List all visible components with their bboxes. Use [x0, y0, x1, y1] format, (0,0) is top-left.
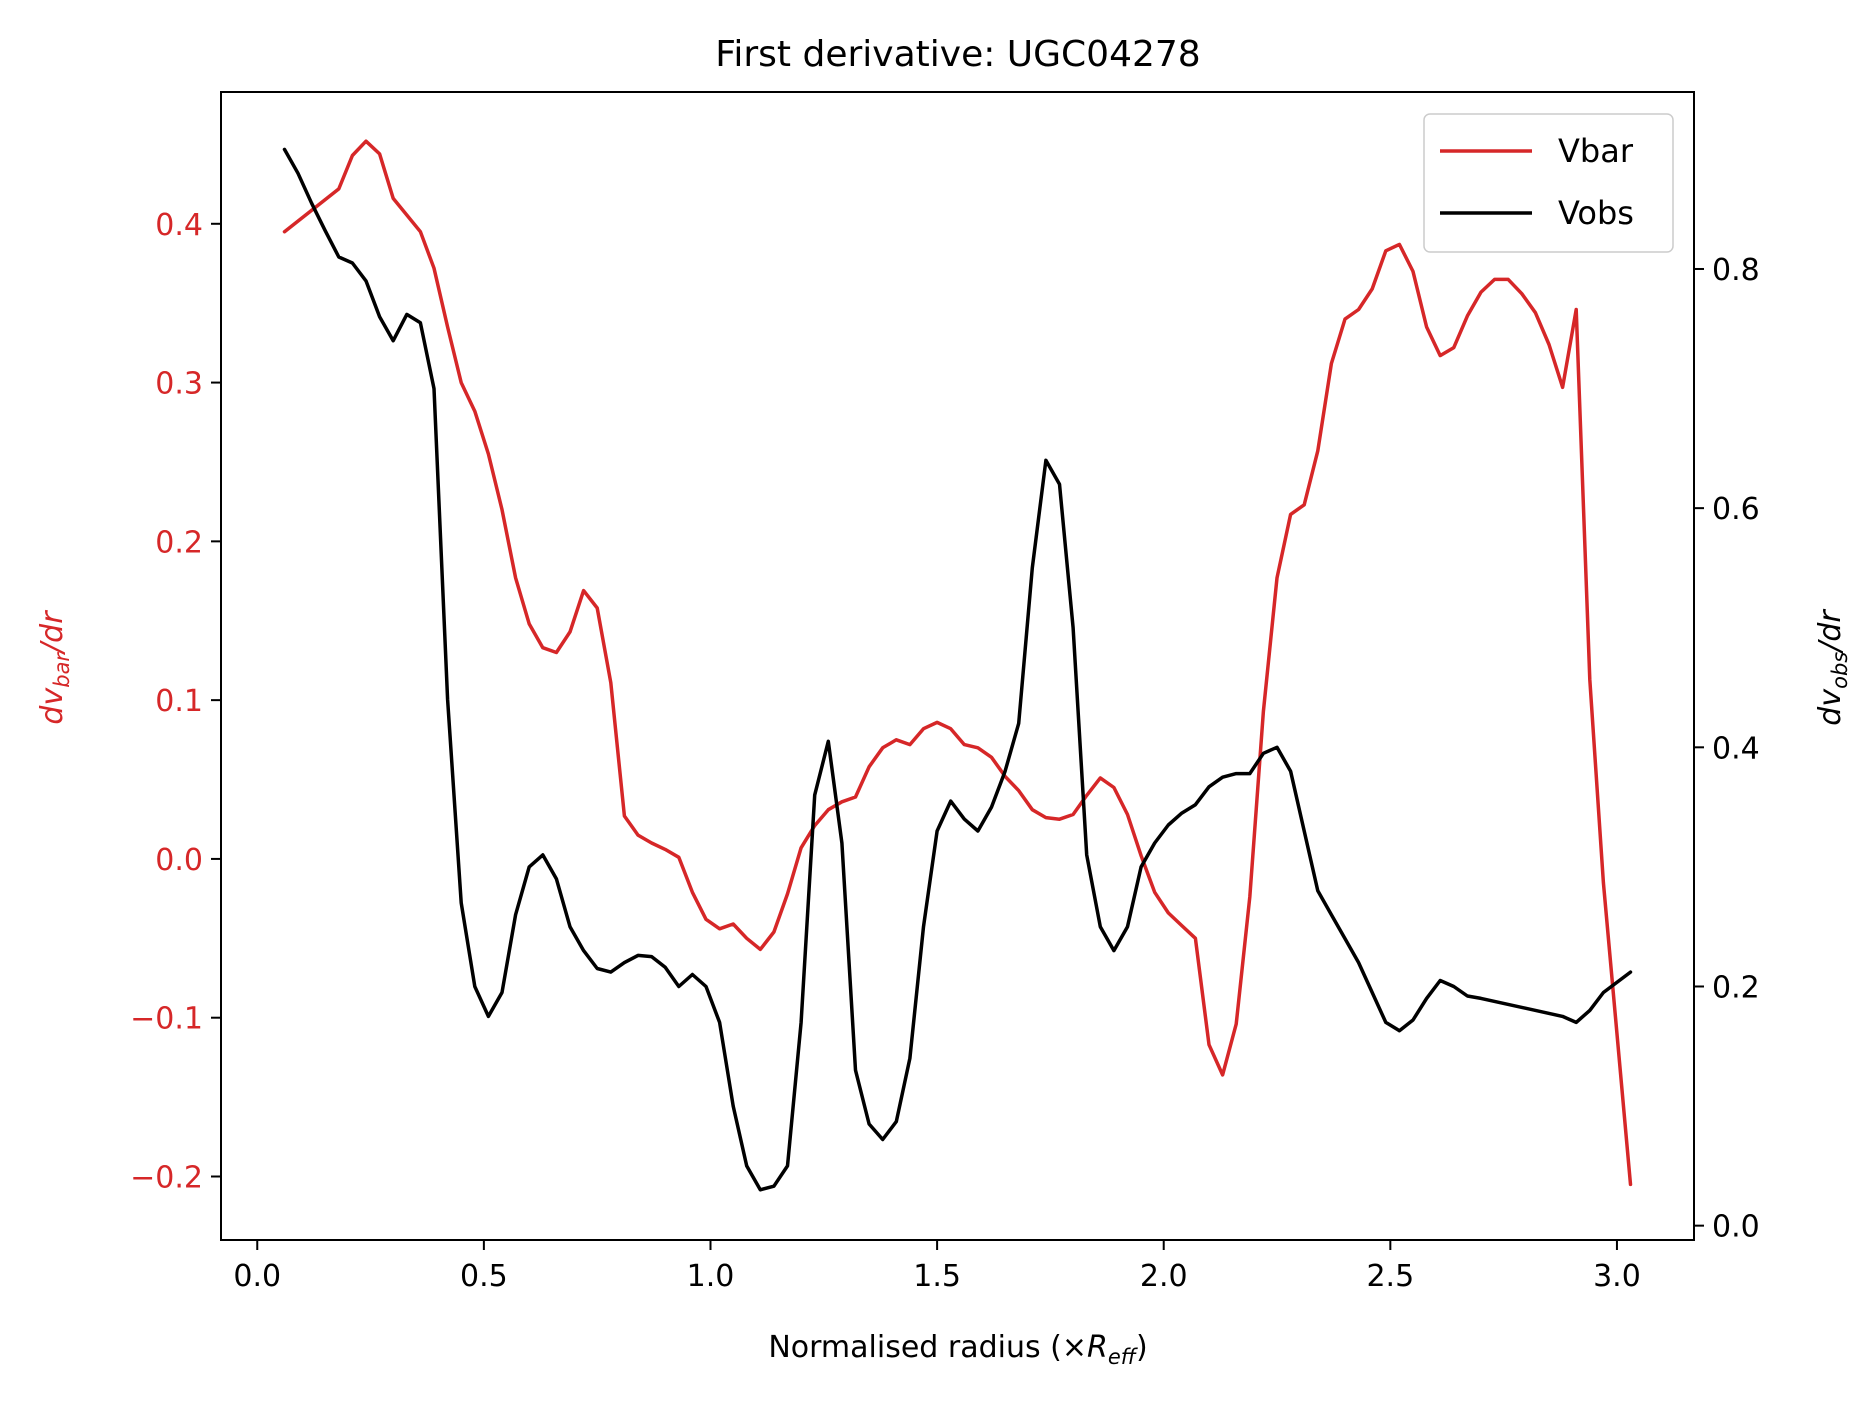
y-axis-right: 0.0 0.2 0.4 0.6 0.8 [1694, 253, 1760, 1245]
legend-label-vbar: Vbar [1558, 132, 1634, 170]
series-line-vbar [282, 139, 1633, 1187]
legend: Vbar Vobs [1423, 113, 1674, 253]
legend-box [1423, 113, 1674, 253]
y-right-tick-label: 0.0 [1712, 1210, 1760, 1245]
y-axis-left: −0.2 −0.1 0.0 0.1 0.2 0.3 0.4 [130, 208, 221, 1195]
y-left-tick-label: −0.2 [130, 1160, 203, 1195]
y-left-tick-label: 0.2 [155, 525, 203, 560]
y-right-tick-label: 0.8 [1712, 253, 1760, 288]
series-layer [282, 139, 1633, 1192]
y-right-tick-label: 0.2 [1712, 970, 1760, 1005]
y-right-tick-label: 0.6 [1712, 492, 1760, 527]
y-axis-right-title: dvobs/dr [1813, 609, 1852, 726]
y-left-tick-label: 0.3 [155, 367, 203, 402]
x-tick-label: 2.5 [1366, 1259, 1414, 1294]
x-axis-title: Normalised radius (×Reff) [768, 1330, 1147, 1369]
legend-label-vobs: Vobs [1558, 194, 1634, 232]
y-left-tick-label: −0.1 [130, 1002, 203, 1037]
x-tick-label: 1.5 [913, 1259, 961, 1294]
plot-frame [220, 91, 1695, 1241]
series-line-vobs [282, 147, 1633, 1192]
chart-title: First derivative: UGC04278 [715, 34, 1200, 75]
y-left-tick-label: 0.1 [155, 684, 203, 719]
y-right-tick-label: 0.4 [1712, 731, 1760, 766]
x-tick-label: 1.0 [687, 1259, 735, 1294]
x-tick-label: 2.0 [1140, 1259, 1188, 1294]
x-tick-label: 3.0 [1593, 1259, 1641, 1294]
x-axis: 0.0 0.5 1.0 1.5 2.0 2.5 3.0 [233, 1240, 1641, 1294]
x-tick-label: 0.0 [233, 1259, 281, 1294]
y-left-tick-label: 0.4 [155, 208, 203, 243]
x-tick-label: 0.5 [460, 1259, 508, 1294]
y-left-tick-label: 0.0 [155, 843, 203, 878]
y-axis-left-title: dvbar/dr [35, 610, 74, 725]
